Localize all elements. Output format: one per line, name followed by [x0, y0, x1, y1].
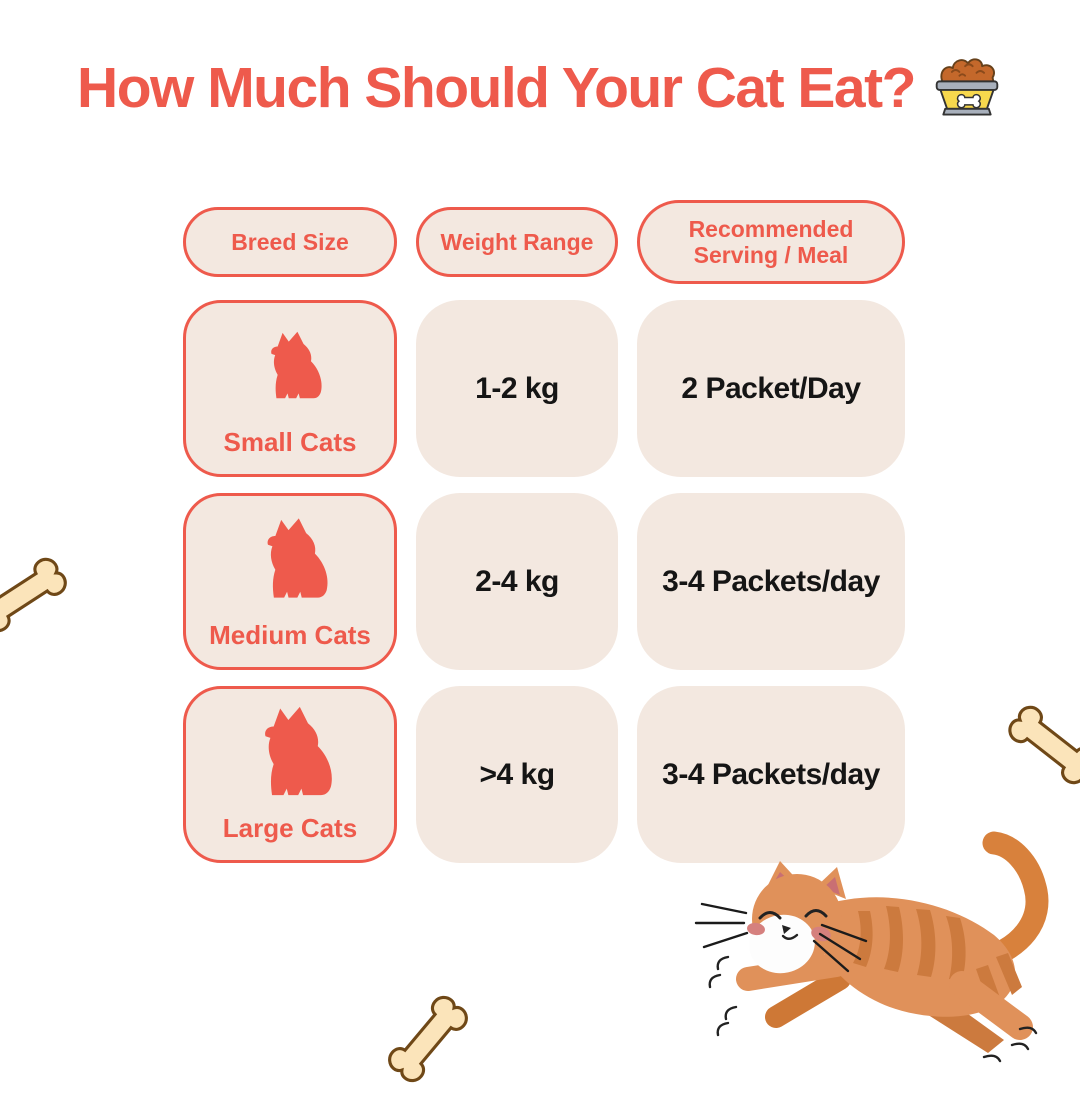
weight-cell: 2-4 kg	[416, 493, 618, 670]
cat-icon-wrap	[253, 303, 327, 427]
serving-cell: 3-4 Packets/day	[637, 493, 905, 670]
cat-icon-wrap	[246, 496, 334, 620]
cat-closed-eyes	[758, 909, 828, 920]
breed-card-large-cats: Large Cats	[183, 686, 397, 863]
sitting-cat-icon	[267, 518, 328, 598]
cat-muzzle	[749, 914, 815, 974]
column-header-breed-size: Breed Size	[183, 207, 397, 277]
bone-icon	[1003, 701, 1080, 789]
breed-card-small-cats: Small Cats	[183, 300, 397, 477]
breed-label: Small Cats	[223, 427, 357, 457]
cat-icon-wrap	[241, 689, 339, 813]
cat-stripes	[853, 906, 1022, 1009]
sitting-cat-icon	[265, 706, 332, 796]
sitting-cat-icon	[271, 331, 322, 399]
weight-cell: >4 kg	[416, 686, 618, 863]
breed-label: Large Cats	[222, 813, 358, 843]
serving-cell: 3-4 Packets/day	[637, 686, 905, 863]
motion-lines	[708, 955, 1038, 1063]
serving-cell: 2 Packet/Day	[637, 300, 905, 477]
pet-food-bowl-icon	[935, 58, 999, 116]
title-row: How Much Should Your Cat Eat?	[0, 50, 1080, 126]
running-cat-illustration	[694, 831, 1049, 1063]
bone-icon	[0, 553, 72, 637]
breed-card-medium-cats: Medium Cats	[183, 493, 397, 670]
feeding-table: Breed Size Weight Range Recommended Serv…	[183, 200, 905, 863]
column-header-recommended-serving: Recommended Serving / Meal	[637, 200, 905, 284]
page-title: How Much Should Your Cat Eat?	[77, 56, 916, 120]
breed-label: Medium Cats	[209, 620, 371, 650]
bone-icon	[383, 991, 473, 1087]
cat-mouth	[781, 933, 799, 940]
weight-cell: 1-2 kg	[416, 300, 618, 477]
column-header-weight-range: Weight Range	[416, 207, 618, 277]
cat-tail	[963, 831, 1049, 973]
cat-nose	[782, 925, 791, 934]
cat-whiskers	[694, 902, 868, 973]
